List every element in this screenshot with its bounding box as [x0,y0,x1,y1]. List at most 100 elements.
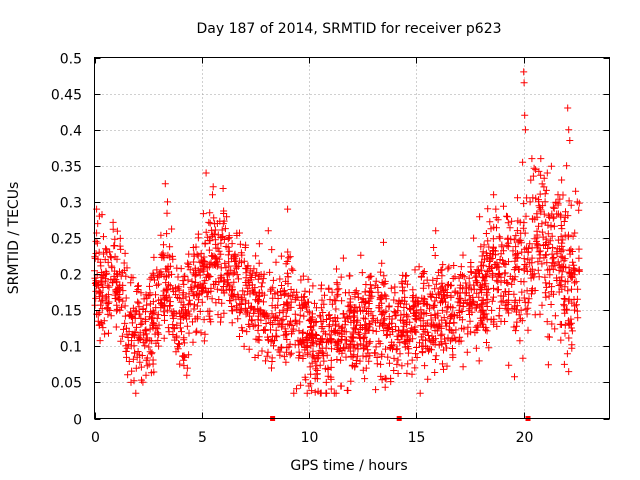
data-point [524,326,532,334]
data-point [135,303,143,311]
data-point [477,262,485,270]
data-point [131,349,139,357]
data-point [564,104,572,112]
data-point [128,367,136,375]
data-point [326,296,334,304]
data-point [185,351,193,359]
data-point [268,332,276,340]
data-point [400,310,408,318]
data-point [482,324,490,332]
data-point [177,319,184,327]
data-point [558,268,566,276]
data-point [152,339,160,347]
data-point [398,278,406,286]
data-point [493,276,501,284]
data-point [96,337,104,345]
data-point [432,227,440,235]
data-point [504,306,512,314]
data-point [486,258,493,265]
data-point [372,343,380,351]
data-point [333,292,341,300]
data-point [478,307,486,315]
data-point [394,356,402,364]
data-point [214,244,222,252]
data-point [427,338,435,346]
data-point [372,277,380,285]
data-point [361,321,369,329]
data-point [465,307,473,315]
data-point [545,280,553,288]
data-point [208,232,216,240]
data-point [209,261,217,269]
data-point [380,280,388,288]
data-point [439,360,446,368]
data-point [202,228,210,236]
data-point [282,348,290,356]
data-point [536,310,544,318]
data-point [403,369,411,377]
data-point [211,236,219,244]
data-point [433,275,441,282]
data-point [381,374,389,382]
data-point [437,266,445,274]
data-point [550,213,558,221]
data-point [293,385,300,393]
data-point [268,246,276,254]
data-point [365,274,373,282]
data-point [419,284,427,292]
data-point [143,336,151,344]
data-point [360,298,368,306]
data-point [516,296,524,304]
data-point [335,337,343,345]
data-point [201,240,209,248]
data-point [313,304,320,312]
data-point [200,253,208,261]
data-point [376,293,384,301]
data-point [554,191,562,199]
data-point [342,340,350,348]
data-point [199,257,207,265]
data-point [437,332,445,340]
data-point [248,317,256,325]
data-point [519,354,527,362]
data-point [201,277,209,285]
data-point [95,248,103,256]
data-point [431,252,439,259]
data-point [435,323,443,331]
data-point [139,339,147,347]
data-point [394,307,402,315]
data-point [339,310,347,318]
y-tick-label: 0.4 [60,124,82,140]
data-point [311,374,319,382]
data-point [109,218,117,226]
data-point [401,343,409,351]
data-point [145,360,153,368]
data-point [304,275,312,283]
data-point [350,309,358,317]
data-point [382,331,390,339]
data-point [575,206,583,214]
data-point [337,273,345,281]
data-point [444,265,452,273]
data-point [242,279,250,286]
data-point [303,389,311,397]
data-point [537,171,545,179]
data-point [467,286,475,294]
data-point [240,342,248,350]
data-point [442,298,449,306]
data-point [561,329,569,337]
data-point [485,344,493,352]
data-point [251,271,259,279]
data-point [98,291,106,299]
data-point [121,319,129,327]
data-point [441,294,449,302]
data-point [500,202,507,210]
data-point [555,266,563,274]
data-point [495,233,503,241]
data-point [268,358,276,365]
y-axis-label: SRMTID / TECUs [6,182,22,295]
data-point [317,335,324,343]
data-point [102,294,110,302]
data-point [242,264,250,272]
data-point [549,255,557,263]
